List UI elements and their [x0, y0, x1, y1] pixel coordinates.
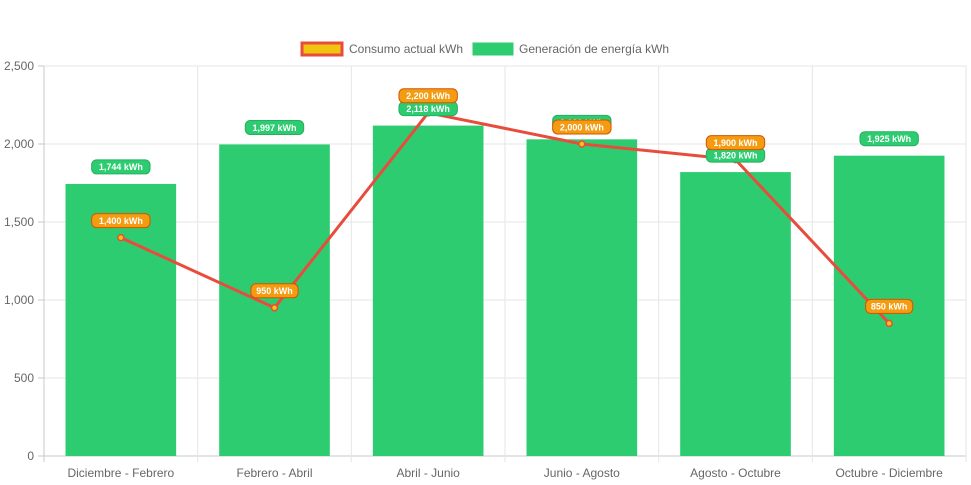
y-tick-label: 2,500 [4, 59, 34, 73]
bar-data-label: 1,820 kWh [713, 150, 757, 160]
line-data-label: 2,000 kWh [560, 122, 604, 132]
line-data-label: 850 kWh [871, 302, 908, 312]
bar[interactable] [526, 139, 638, 456]
x-tick-label: Junio - Agosto [544, 466, 620, 480]
line-data-label-bg [398, 88, 458, 104]
line-data-label: 2,200 kWh [406, 91, 450, 101]
chart-legend: Consumo actual kWh Generación de energía… [300, 41, 669, 57]
line-data-label-bg [865, 298, 914, 314]
bar-series-generacion [65, 125, 945, 456]
bar[interactable] [219, 144, 330, 456]
line-point[interactable] [117, 233, 125, 242]
bar-data-label: 1,744 kWh [99, 162, 143, 172]
x-axis: Diciembre - Febrero Febrero - Abril Abril … [67, 466, 943, 480]
y-tick-label: 500 [14, 371, 34, 385]
line-data-label: 950 kWh [256, 286, 293, 296]
bar-data-label: 1,925 kWh [867, 134, 911, 144]
legend-label-generacion[interactable]: Generación de energía kWh [519, 42, 669, 56]
line-point[interactable] [885, 319, 893, 328]
bar[interactable] [372, 125, 484, 456]
line-data-label-bg [552, 119, 612, 135]
y-axis: 0 500 1,000 1,500 2,000 2,500 [4, 59, 44, 463]
bar-data-label-bg [859, 131, 919, 147]
chart-grid [43, 65, 967, 462]
x-tick-label: Agosto - Octubre [690, 466, 781, 480]
bar-data-label: 1,997 kWh [252, 123, 296, 133]
x-tick-label: Octubre - Diciembre [835, 466, 943, 480]
legend-swatch-generacion[interactable] [472, 42, 514, 56]
x-tick-label: Diciembre - Febrero [67, 466, 174, 480]
y-tick-label: 0 [27, 449, 34, 463]
line-point[interactable] [270, 304, 279, 312]
x-tick-label: Febrero - Abril [236, 466, 312, 480]
y-tick-label: 2,000 [4, 137, 34, 151]
bar-data-label-bg [244, 119, 305, 135]
line-data-label-bg [250, 283, 299, 299]
line-data-label-bg [705, 135, 766, 151]
line-data-label-bg [91, 213, 151, 229]
y-tick-label: 1,500 [4, 215, 34, 229]
legend-swatch-consumo[interactable] [300, 41, 344, 57]
line-point[interactable] [578, 140, 586, 148]
line-data-label: 1,400 kWh [99, 216, 143, 226]
bar-data-label-bg [91, 159, 151, 175]
bar[interactable] [65, 183, 177, 456]
bar-data-label: 2,118 kWh [406, 104, 450, 114]
consumo-line [120, 111, 891, 325]
line-data-label: 1,900 kWh [713, 138, 757, 148]
y-tick-label: 1,000 [4, 293, 34, 307]
bar[interactable] [680, 172, 791, 456]
legend-label-consumo[interactable]: Consumo actual kWh [349, 42, 463, 56]
x-tick-label: Abril - Junio [396, 466, 460, 480]
